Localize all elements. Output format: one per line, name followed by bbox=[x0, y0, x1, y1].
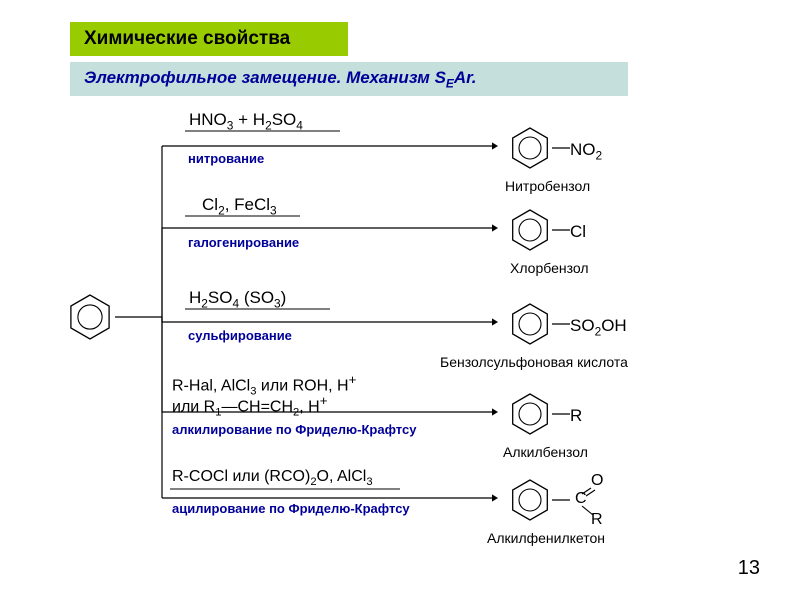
reaction-label-4: ацилирование по Фриделю-Крафтсу bbox=[172, 501, 410, 516]
title-sub: Электрофильное замещение. Механизм SEAr. bbox=[70, 62, 628, 96]
reaction-label-2: сульфирование bbox=[188, 328, 292, 343]
reagent-4: R-COCl или (RCO)2O, AlCl3 bbox=[172, 468, 373, 488]
reaction-label-0: нитрование bbox=[188, 151, 264, 166]
acyl-c: C bbox=[575, 490, 587, 508]
product-name-1: Хлорбензол bbox=[510, 260, 589, 276]
product-sub-1: Cl bbox=[570, 222, 586, 242]
product-sub-0: NO2 bbox=[570, 140, 602, 162]
product-name-3: Алкилбензол bbox=[503, 444, 588, 460]
product-name-4: Алкилфенилкетон bbox=[487, 530, 605, 546]
reagent-0: HNO3 + H2SO4 bbox=[189, 110, 303, 132]
product-sub-2: SO2OH bbox=[570, 316, 627, 338]
page-number: 13 bbox=[738, 557, 760, 580]
acyl-r: R bbox=[591, 511, 603, 529]
reaction-label-1: галогенирование bbox=[188, 235, 299, 250]
reagent-2: H2SO4 (SO3) bbox=[189, 288, 286, 310]
reaction-label-3: алкилирование по Фриделю-Крафтсу bbox=[172, 422, 416, 437]
product-name-2: Бензолсульфоновая кислота bbox=[440, 354, 628, 370]
reagent-1: Cl2, FeCl3 bbox=[202, 195, 277, 217]
product-name-0: Нитробензол bbox=[505, 178, 590, 194]
product-sub-3: R bbox=[570, 406, 582, 426]
title-main: Химические свойства bbox=[70, 22, 348, 56]
acyl-o: O bbox=[591, 472, 603, 490]
reagent2-3: или R1—CH=CH2, H+ bbox=[172, 393, 328, 419]
